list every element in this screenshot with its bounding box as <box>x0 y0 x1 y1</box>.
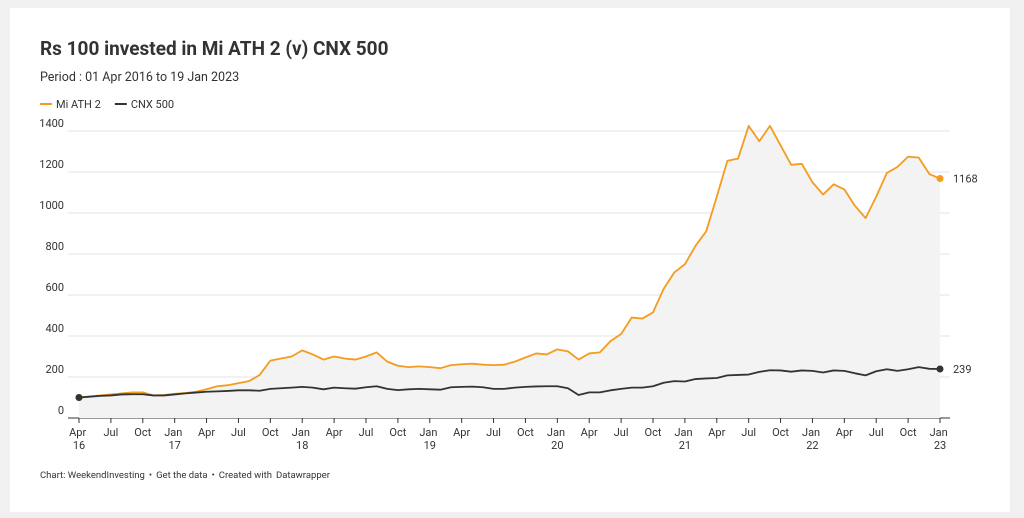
x-tick-label: Jan 19 <box>419 426 440 452</box>
y-tick-label: 1000 <box>39 199 64 212</box>
x-tick-label: Oct <box>772 426 789 439</box>
end-label: 239 <box>953 363 972 376</box>
x-tick-label: Apr <box>198 426 215 439</box>
end-dot <box>936 365 944 373</box>
x-tick-label: Apr 16 <box>69 426 89 452</box>
x-tick-label: Jul <box>359 426 374 439</box>
start-dot <box>75 394 83 401</box>
legend-label: Mi ATH 2 <box>56 98 101 111</box>
y-tick-label: 400 <box>45 322 64 335</box>
x-tick-label: Jan 22 <box>802 426 823 452</box>
legend-label: CNX 500 <box>131 98 174 111</box>
x-tick-label: Jan 23 <box>930 426 951 452</box>
y-tick-label: 200 <box>45 363 64 376</box>
series-line <box>78 366 941 399</box>
y-tick-label: 600 <box>45 281 64 294</box>
y-tick-label: 800 <box>45 240 64 253</box>
x-tick-label: Jul <box>231 426 246 439</box>
footer-link[interactable]: Datawrapper <box>276 470 331 481</box>
chart-subtitle: Period : 01 Apr 2016 to 19 Jan 2023 <box>40 70 239 85</box>
end-dot <box>936 175 944 183</box>
x-tick-label: Apr <box>581 426 598 439</box>
x-tick-label: Jul <box>614 426 629 439</box>
footer-link[interactable]: Get the data <box>156 470 208 481</box>
x-tick-label: Oct <box>389 426 406 439</box>
chart-title: Rs 100 invested in Mi ATH 2 (v) CNX 500 <box>40 37 389 60</box>
x-tick-label: Oct <box>517 426 534 439</box>
x-tick-label: Jul <box>486 426 501 439</box>
x-tick-label: Apr <box>708 426 725 439</box>
x-tick-label: Jan 17 <box>164 426 185 452</box>
x-tick-label: Jan 18 <box>292 426 313 452</box>
footer-text: • <box>212 470 215 481</box>
area-shade <box>79 125 940 418</box>
x-tick-label: Jan 21 <box>674 426 695 452</box>
y-tick-label: 1400 <box>39 117 64 130</box>
end-label: 1168 <box>953 173 978 186</box>
y-tick-label: 0 <box>58 404 64 417</box>
footer-text: Chart: WeekendInvesting <box>40 470 145 481</box>
footer-text: Created with <box>219 470 272 481</box>
x-tick-label: Jul <box>103 426 118 439</box>
y-tick-label: 1200 <box>39 158 64 171</box>
x-tick-label: Jul <box>741 426 756 439</box>
x-tick-label: Oct <box>900 426 917 439</box>
x-tick-label: Apr <box>836 426 853 439</box>
x-tick-label: Oct <box>134 426 151 439</box>
x-tick-label: Jan 20 <box>547 426 568 452</box>
footer-text: • <box>149 470 152 481</box>
x-tick-label: Oct <box>262 426 279 439</box>
x-tick-label: Apr <box>453 426 470 439</box>
series-line <box>78 124 941 399</box>
footer: Chart: WeekendInvesting • Get the data • Cre… <box>40 470 331 481</box>
x-tick-label: Oct <box>645 426 662 439</box>
x-tick-label: Apr <box>326 426 343 439</box>
x-tick-label: Jul <box>869 426 884 439</box>
